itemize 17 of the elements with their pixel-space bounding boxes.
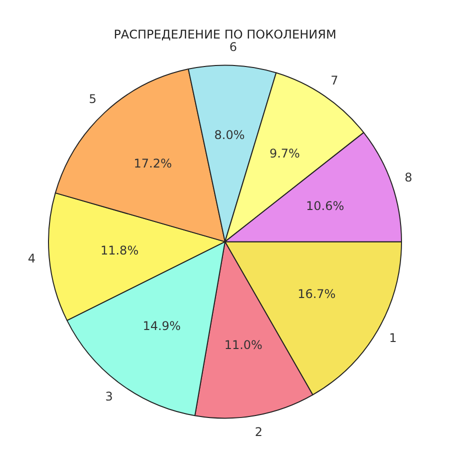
data-label: 11.8%	[100, 243, 139, 258]
slice-label: 5	[88, 92, 96, 106]
slice-label: 1	[389, 331, 397, 346]
data-label: 14.9%	[142, 318, 181, 333]
slice-label: 6	[229, 40, 238, 54]
slice-label: 7	[330, 73, 338, 88]
data-label: 10.6%	[306, 199, 344, 214]
data-label: 16.7%	[298, 286, 336, 301]
slice-label: 3	[105, 390, 113, 404]
slice-label: 8	[404, 170, 412, 184]
data-label: 9.7%	[269, 146, 300, 160]
slice-label: 4	[28, 252, 36, 266]
data-label: 8.0%	[214, 128, 245, 142]
data-label: 17.2%	[134, 156, 172, 170]
chart-title: РАСПРЕДЕЛЕНИЕ ПО ПОКОЛЕНИЯМ	[114, 27, 336, 42]
slice-label: 2	[254, 425, 263, 440]
data-label: 11.0%	[224, 338, 262, 352]
